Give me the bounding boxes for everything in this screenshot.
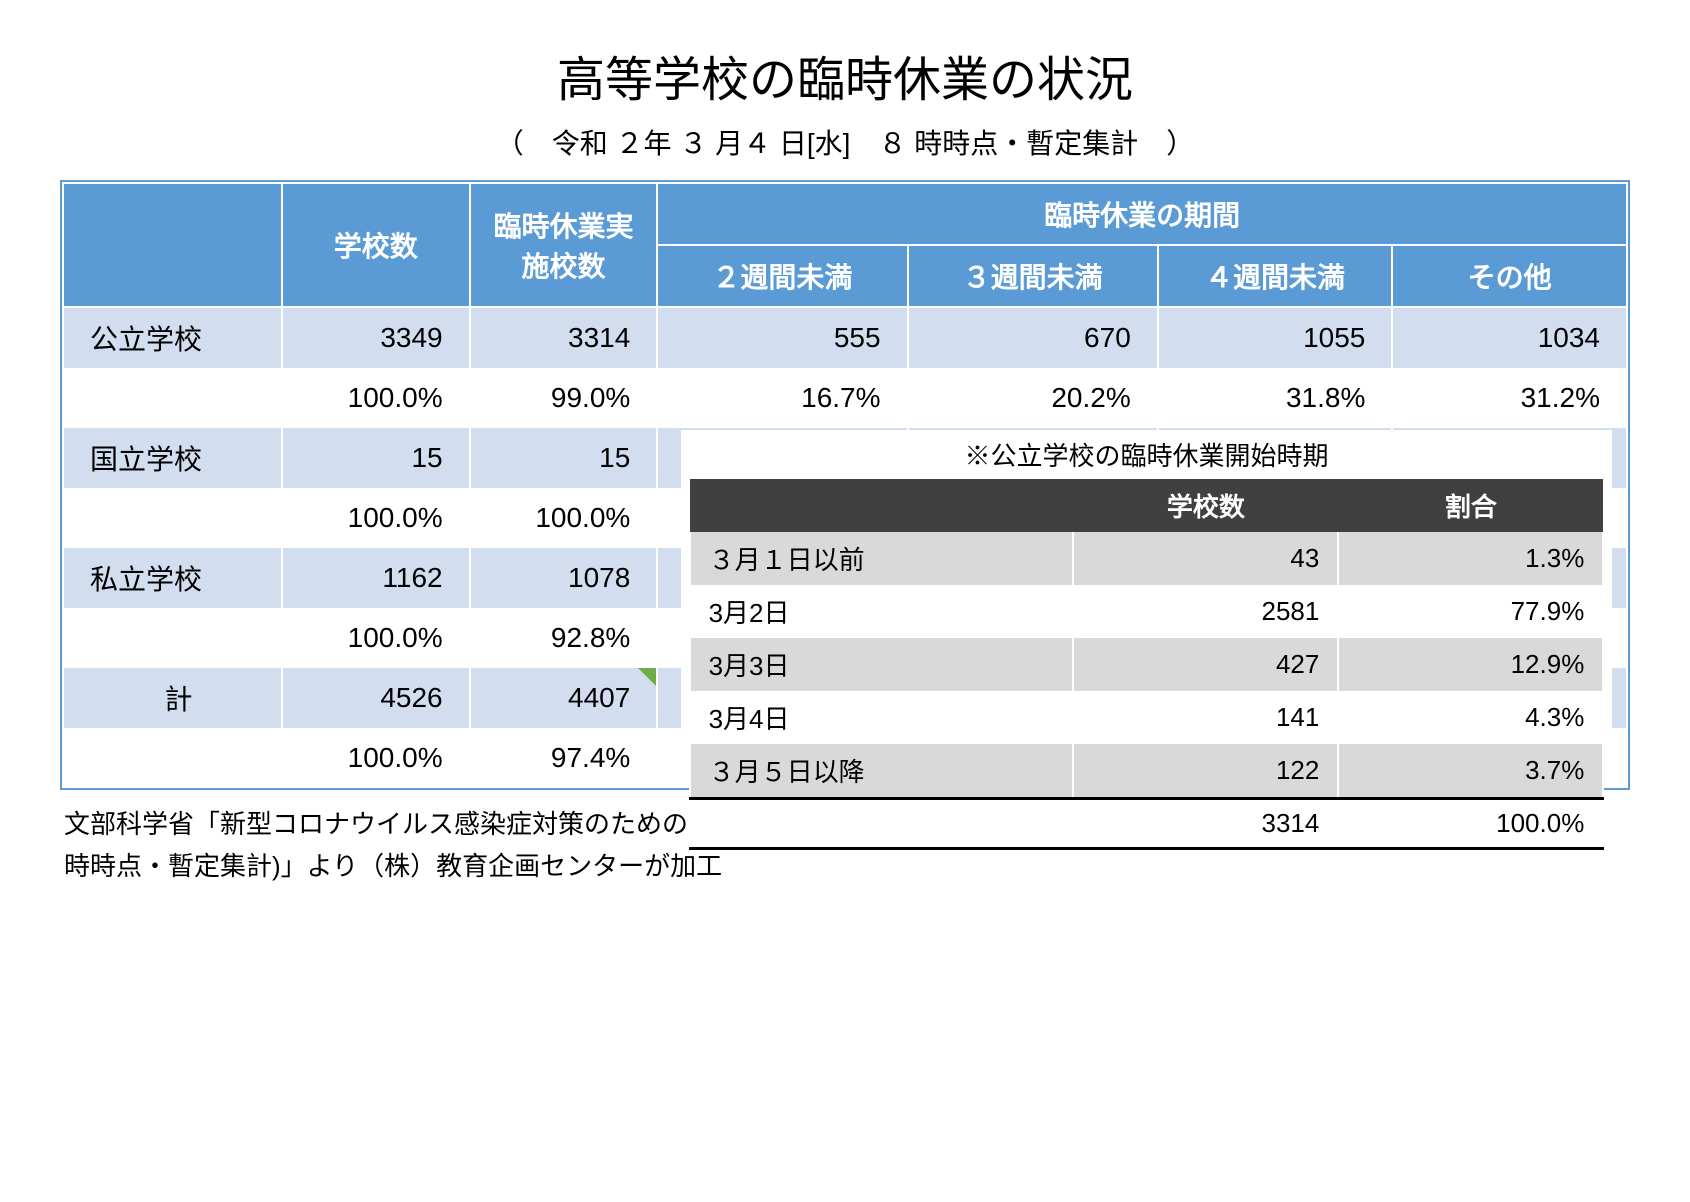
cell: 99.0%	[470, 369, 658, 427]
row-label: 公立学校	[63, 307, 282, 369]
sub-cell: 77.9%	[1338, 585, 1603, 638]
cell: 97.4%	[470, 729, 658, 787]
sub-total-cell: 100.0%	[1338, 799, 1603, 849]
sub-cell: 43	[1073, 532, 1338, 585]
sub-header: 割合	[1338, 479, 1603, 532]
row-label	[63, 729, 282, 787]
header-blank	[63, 183, 282, 307]
cell: 15	[282, 427, 470, 489]
sub-total-cell: 3314	[1073, 799, 1338, 849]
header-period-0: ２週間未満	[657, 245, 907, 307]
header-school-count: 学校数	[282, 183, 470, 307]
cell: 100.0%	[282, 609, 470, 667]
sub-cell: 3月4日	[690, 691, 1074, 744]
header-period-3: その他	[1392, 245, 1627, 307]
header-period-group: 臨時休業の期間	[657, 183, 1627, 245]
sub-header	[690, 479, 1074, 532]
sub-row: ３月５日以降1223.7%	[690, 744, 1604, 799]
sub-cell: 1.3%	[1338, 532, 1603, 585]
sub-cell: 3月3日	[690, 638, 1074, 691]
header-period-1: ３週間未満	[908, 245, 1158, 307]
cell: 15	[470, 427, 658, 489]
sub-cell: 3月2日	[690, 585, 1074, 638]
cell: 31.8%	[1158, 369, 1393, 427]
sub-cell: 122	[1073, 744, 1338, 799]
sub-cell: 141	[1073, 691, 1338, 744]
row-label: 私立学校	[63, 547, 282, 609]
row-label	[63, 609, 282, 667]
cell: 31.2%	[1392, 369, 1627, 427]
cell: 3349	[282, 307, 470, 369]
sub-row: 3月3日42712.9%	[690, 638, 1604, 691]
sub-cell: 427	[1073, 638, 1338, 691]
cell: 1034	[1392, 307, 1627, 369]
sub-table: 学校数割合３月１日以前431.3%3月2日258177.9%3月3日42712.…	[689, 479, 1605, 850]
sub-cell: 4.3%	[1338, 691, 1603, 744]
row-label	[63, 369, 282, 427]
row-label: 国立学校	[63, 427, 282, 489]
cell: 1162	[282, 547, 470, 609]
row-label	[63, 489, 282, 547]
cell: 4526	[282, 667, 470, 729]
sub-row: ３月１日以前431.3%	[690, 532, 1604, 585]
sub-total-cell	[690, 799, 1074, 849]
table-row: 100.0%99.0%16.7%20.2%31.8%31.2%	[63, 369, 1627, 427]
header-period-2: ４週間未満	[1158, 245, 1393, 307]
cell: 1078	[470, 547, 658, 609]
sub-header: 学校数	[1073, 479, 1338, 532]
sub-cell: 3.7%	[1338, 744, 1603, 799]
cell: 100.0%	[470, 489, 658, 547]
cell: 100.0%	[282, 729, 470, 787]
sub-table-title: ※公立学校の臨時休業開始時期	[689, 436, 1605, 473]
sub-cell: ３月１日以前	[690, 532, 1074, 585]
cell: 670	[908, 307, 1158, 369]
cell: 20.2%	[908, 369, 1158, 427]
sub-cell: 12.9%	[1338, 638, 1603, 691]
comment-mark-icon	[638, 668, 656, 686]
cell: 3314	[470, 307, 658, 369]
cell: 555	[657, 307, 907, 369]
sub-total-row: 3314100.0%	[690, 799, 1604, 849]
main-table-wrap: 学校数臨時休業実施校数臨時休業の期間２週間未満３週間未満４週間未満その他公立学校…	[60, 180, 1630, 790]
cell: 100.0%	[282, 369, 470, 427]
sub-cell: ３月５日以降	[690, 744, 1074, 799]
page-subtitle: （ 令和 ２年 ３ 月４ 日[水] ８ 時時点・暫定集計 ）	[60, 122, 1630, 162]
table-row: 公立学校3349331455567010551034	[63, 307, 1627, 369]
sub-row: 3月4日1414.3%	[690, 691, 1604, 744]
cell: 100.0%	[282, 489, 470, 547]
cell: 92.8%	[470, 609, 658, 667]
sub-row: 3月2日258177.9%	[690, 585, 1604, 638]
cell: 16.7%	[657, 369, 907, 427]
row-label: 計	[63, 667, 282, 729]
cell: 1055	[1158, 307, 1393, 369]
header-closure-count: 臨時休業実施校数	[470, 183, 658, 307]
page-title: 高等学校の臨時休業の状況	[60, 40, 1630, 110]
sub-table-overlay: ※公立学校の臨時休業開始時期 学校数割合３月１日以前431.3%3月2日2581…	[681, 430, 1613, 781]
cell: 4407	[470, 667, 658, 729]
sub-cell: 2581	[1073, 585, 1338, 638]
